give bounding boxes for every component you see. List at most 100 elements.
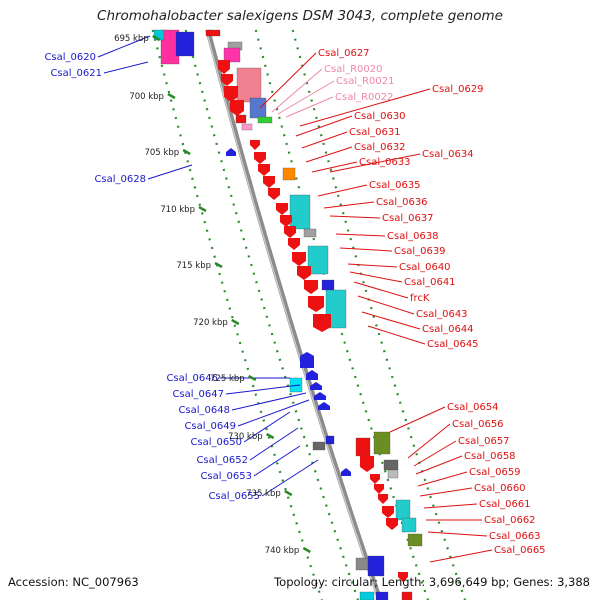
cds-arrow[interactable]	[386, 518, 398, 530]
gene-block[interactable]	[375, 591, 389, 600]
cds-arrow[interactable]	[288, 238, 300, 250]
gene-block[interactable]	[407, 533, 423, 547]
gene-label[interactable]: Csal_0627	[318, 48, 370, 59]
cds-arrow[interactable]	[378, 494, 388, 504]
cds-arrow[interactable]	[341, 468, 351, 476]
cds-arrow[interactable]	[226, 148, 236, 156]
gene-block[interactable]	[401, 591, 413, 600]
gene-block[interactable]	[387, 469, 399, 479]
cds-arrow[interactable]	[280, 215, 292, 227]
cds-arrow[interactable]	[310, 382, 322, 390]
gene-block[interactable]	[401, 517, 417, 533]
gene-block[interactable]	[355, 437, 371, 457]
gene-block[interactable]	[321, 279, 335, 291]
gene-label[interactable]: Csal_0645	[427, 339, 479, 350]
gene-label[interactable]: Csal_0659	[469, 467, 521, 478]
gene-label[interactable]: Csal_0655	[208, 491, 260, 502]
gene-label[interactable]: Csal_0644	[422, 324, 474, 335]
gene-block[interactable]	[325, 435, 335, 445]
gene-block[interactable]	[289, 194, 311, 230]
gene-label[interactable]: Csal_0634	[422, 149, 474, 160]
gene-block[interactable]	[175, 31, 195, 57]
cds-arrow[interactable]	[218, 60, 230, 74]
cds-arrow[interactable]	[250, 140, 260, 150]
gene-label[interactable]: frcK	[410, 293, 430, 304]
cds-arrow[interactable]	[284, 226, 296, 238]
gene-label[interactable]: Csal_0639	[394, 246, 446, 257]
gene-label[interactable]: Csal_0620	[44, 52, 96, 63]
cds-arrow[interactable]	[318, 402, 330, 410]
gene-label[interactable]: Csal_0633	[359, 157, 411, 168]
gene-label[interactable]: Csal_0638	[387, 231, 439, 242]
gene-block[interactable]	[241, 123, 253, 131]
gene-label[interactable]: Csal_0646	[166, 373, 218, 384]
gene-label[interactable]: Csal_0649	[184, 421, 236, 432]
cds-arrow[interactable]	[297, 266, 311, 280]
gene-block[interactable]	[355, 557, 369, 571]
gene-label[interactable]: Csal_0658	[464, 451, 516, 462]
gene-label[interactable]: Csal_0656	[452, 419, 504, 430]
cds-arrow[interactable]	[382, 506, 394, 518]
gene-label[interactable]: Csal_0650	[190, 437, 242, 448]
gene-label[interactable]: Csal_0653	[200, 471, 252, 482]
gene-block[interactable]	[205, 29, 221, 37]
cds-arrow[interactable]	[306, 370, 318, 380]
cds-arrow[interactable]	[374, 484, 384, 494]
cds-arrow[interactable]	[314, 392, 326, 400]
gene-label[interactable]: Csal_0640	[399, 262, 451, 273]
gene-block[interactable]	[383, 459, 399, 471]
gene-block[interactable]	[249, 97, 267, 119]
gene-label[interactable]: Csal_0654	[447, 402, 499, 413]
gene-block[interactable]	[235, 114, 247, 124]
gene-label[interactable]: Csal_0647	[172, 389, 224, 400]
gene-block[interactable]	[395, 499, 411, 521]
gene-label[interactable]: Csal_R0021	[336, 76, 395, 87]
cds-arrow[interactable]	[268, 188, 280, 200]
gene-label[interactable]: Csal_0636	[376, 197, 428, 208]
cds-arrow[interactable]	[224, 86, 238, 102]
cds-arrow[interactable]	[313, 314, 331, 332]
gene-block[interactable]	[223, 47, 241, 63]
gene-label[interactable]: Csal_0665	[494, 545, 546, 556]
gene-label[interactable]: Csal_0631	[349, 127, 401, 138]
cds-arrow[interactable]	[276, 203, 288, 215]
cds-arrow[interactable]	[360, 456, 374, 472]
cds-arrow[interactable]	[308, 296, 324, 312]
cds-arrow[interactable]	[230, 100, 244, 116]
gene-label[interactable]: Csal_0632	[354, 142, 406, 153]
gene-block[interactable]	[307, 245, 329, 275]
cds-arrow[interactable]	[370, 474, 380, 484]
gene-label[interactable]: Csal_0661	[479, 499, 531, 510]
gene-label[interactable]: Csal_0657	[458, 436, 510, 447]
cds-arrow[interactable]	[263, 176, 275, 188]
gene-label[interactable]: Csal_0643	[416, 309, 468, 320]
gene-block[interactable]	[303, 228, 317, 238]
gene-label[interactable]: Csal_0648	[178, 405, 230, 416]
gene-label[interactable]: Csal_0629	[432, 84, 484, 95]
gene-label[interactable]: Csal_0641	[404, 277, 456, 288]
cds-arrow[interactable]	[258, 164, 270, 176]
gene-label[interactable]: Csal_0628	[94, 174, 146, 185]
gene-label[interactable]: Csal_0635	[369, 180, 421, 191]
gene-label[interactable]: Csal_0621	[50, 68, 102, 79]
gene-label[interactable]: Csal_0663	[489, 531, 541, 542]
gene-label[interactable]: Csal_0630	[354, 111, 406, 122]
gene-block[interactable]	[312, 441, 326, 451]
cds-arrow[interactable]	[300, 352, 314, 368]
gene-label[interactable]: Csal_0652	[196, 455, 248, 466]
cds-arrow[interactable]	[292, 252, 306, 266]
gene-block[interactable]	[359, 591, 375, 600]
gene-block[interactable]	[373, 431, 391, 455]
gene-label[interactable]: Csal_R0020	[324, 64, 383, 75]
gene-block[interactable]	[257, 116, 273, 124]
gene-block[interactable]	[282, 167, 296, 181]
cds-arrow[interactable]	[398, 572, 408, 582]
gene-label[interactable]: Csal_0637	[382, 213, 434, 224]
gene-label[interactable]: Csal_0662	[484, 515, 536, 526]
cds-arrow[interactable]	[304, 280, 318, 294]
cds-arrow[interactable]	[221, 74, 233, 86]
cds-arrow[interactable]	[254, 152, 266, 164]
gene-label[interactable]: Csal_0660	[474, 483, 526, 494]
gene-block[interactable]	[236, 67, 262, 103]
gene-label[interactable]: Csal_R0022	[335, 92, 394, 103]
